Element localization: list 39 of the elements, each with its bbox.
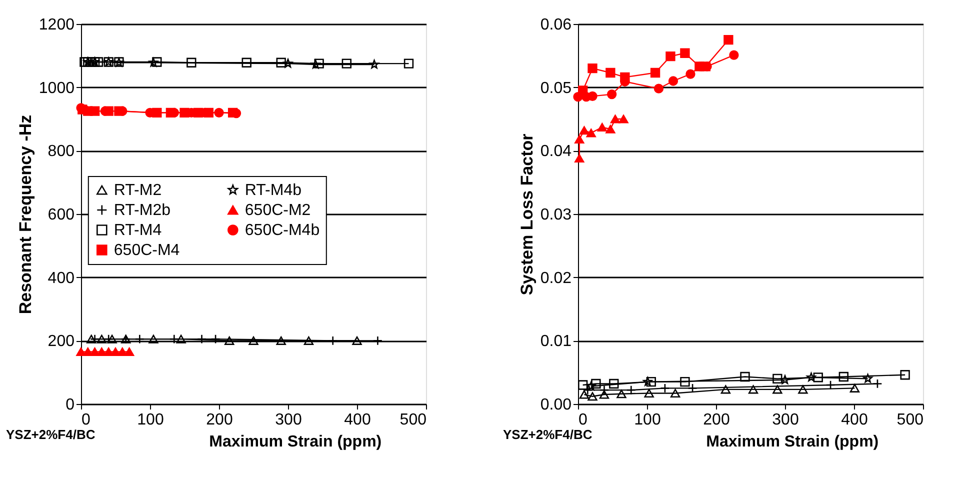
- y-tick-label: 400: [48, 270, 75, 287]
- x-tick-label: 300: [772, 412, 799, 428]
- y-tick-label: 0.06: [540, 16, 572, 34]
- y-tick-label: 600: [48, 206, 75, 224]
- y-tick-label: 0.00: [540, 396, 572, 414]
- x-tick-label: 300: [275, 412, 302, 428]
- y-tick-label: 0.05: [540, 80, 572, 97]
- legend-label: RT-M4: [114, 222, 162, 239]
- y-tick-label: 0.01: [540, 333, 572, 350]
- y-tick-label: 800: [48, 143, 75, 160]
- x-axis-title: Maximum Strain (ppm): [209, 434, 382, 450]
- legend-label: RT-M4b: [244, 182, 302, 199]
- legend-label: RT-M2: [114, 182, 162, 199]
- legend-label: 650C-M4b: [244, 222, 320, 239]
- legend-label: RT-M2b: [114, 202, 171, 219]
- y-axis-title: System Loss Factor: [517, 133, 536, 296]
- y-tick-label: 0.04: [540, 143, 572, 160]
- legend-label: 650C-M2: [244, 202, 311, 219]
- y-tick-label: 0: [66, 396, 75, 414]
- y-tick-label: 0.03: [540, 206, 572, 224]
- x-tick-label: 100: [137, 412, 164, 428]
- legend-label: 650C-M4: [114, 242, 180, 259]
- y-tick-label: 200: [48, 333, 75, 350]
- x-axis-title: Maximum Strain (ppm): [706, 434, 879, 450]
- x-tick-label: 400: [841, 412, 868, 428]
- text: YSZ+2%F4/BC: [503, 427, 593, 442]
- x-tick-label: 0: [82, 412, 90, 428]
- y-tick-label: 1000: [38, 80, 75, 97]
- x-tick-label: 500: [896, 412, 924, 428]
- y-tick-label: 1200: [38, 16, 75, 34]
- x-tick-label: 500: [400, 412, 427, 428]
- text: YSZ+2%F4/BC: [6, 427, 96, 442]
- x-tick-label: 200: [703, 412, 730, 428]
- y-axis-title: Resonant Frequency -Hz: [16, 114, 35, 314]
- x-tick-label: 100: [634, 412, 661, 428]
- x-tick-label: 0: [578, 412, 588, 428]
- x-tick-label: 400: [344, 412, 371, 428]
- x-tick-label: 200: [206, 412, 233, 428]
- y-tick-label: 0.02: [540, 270, 572, 287]
